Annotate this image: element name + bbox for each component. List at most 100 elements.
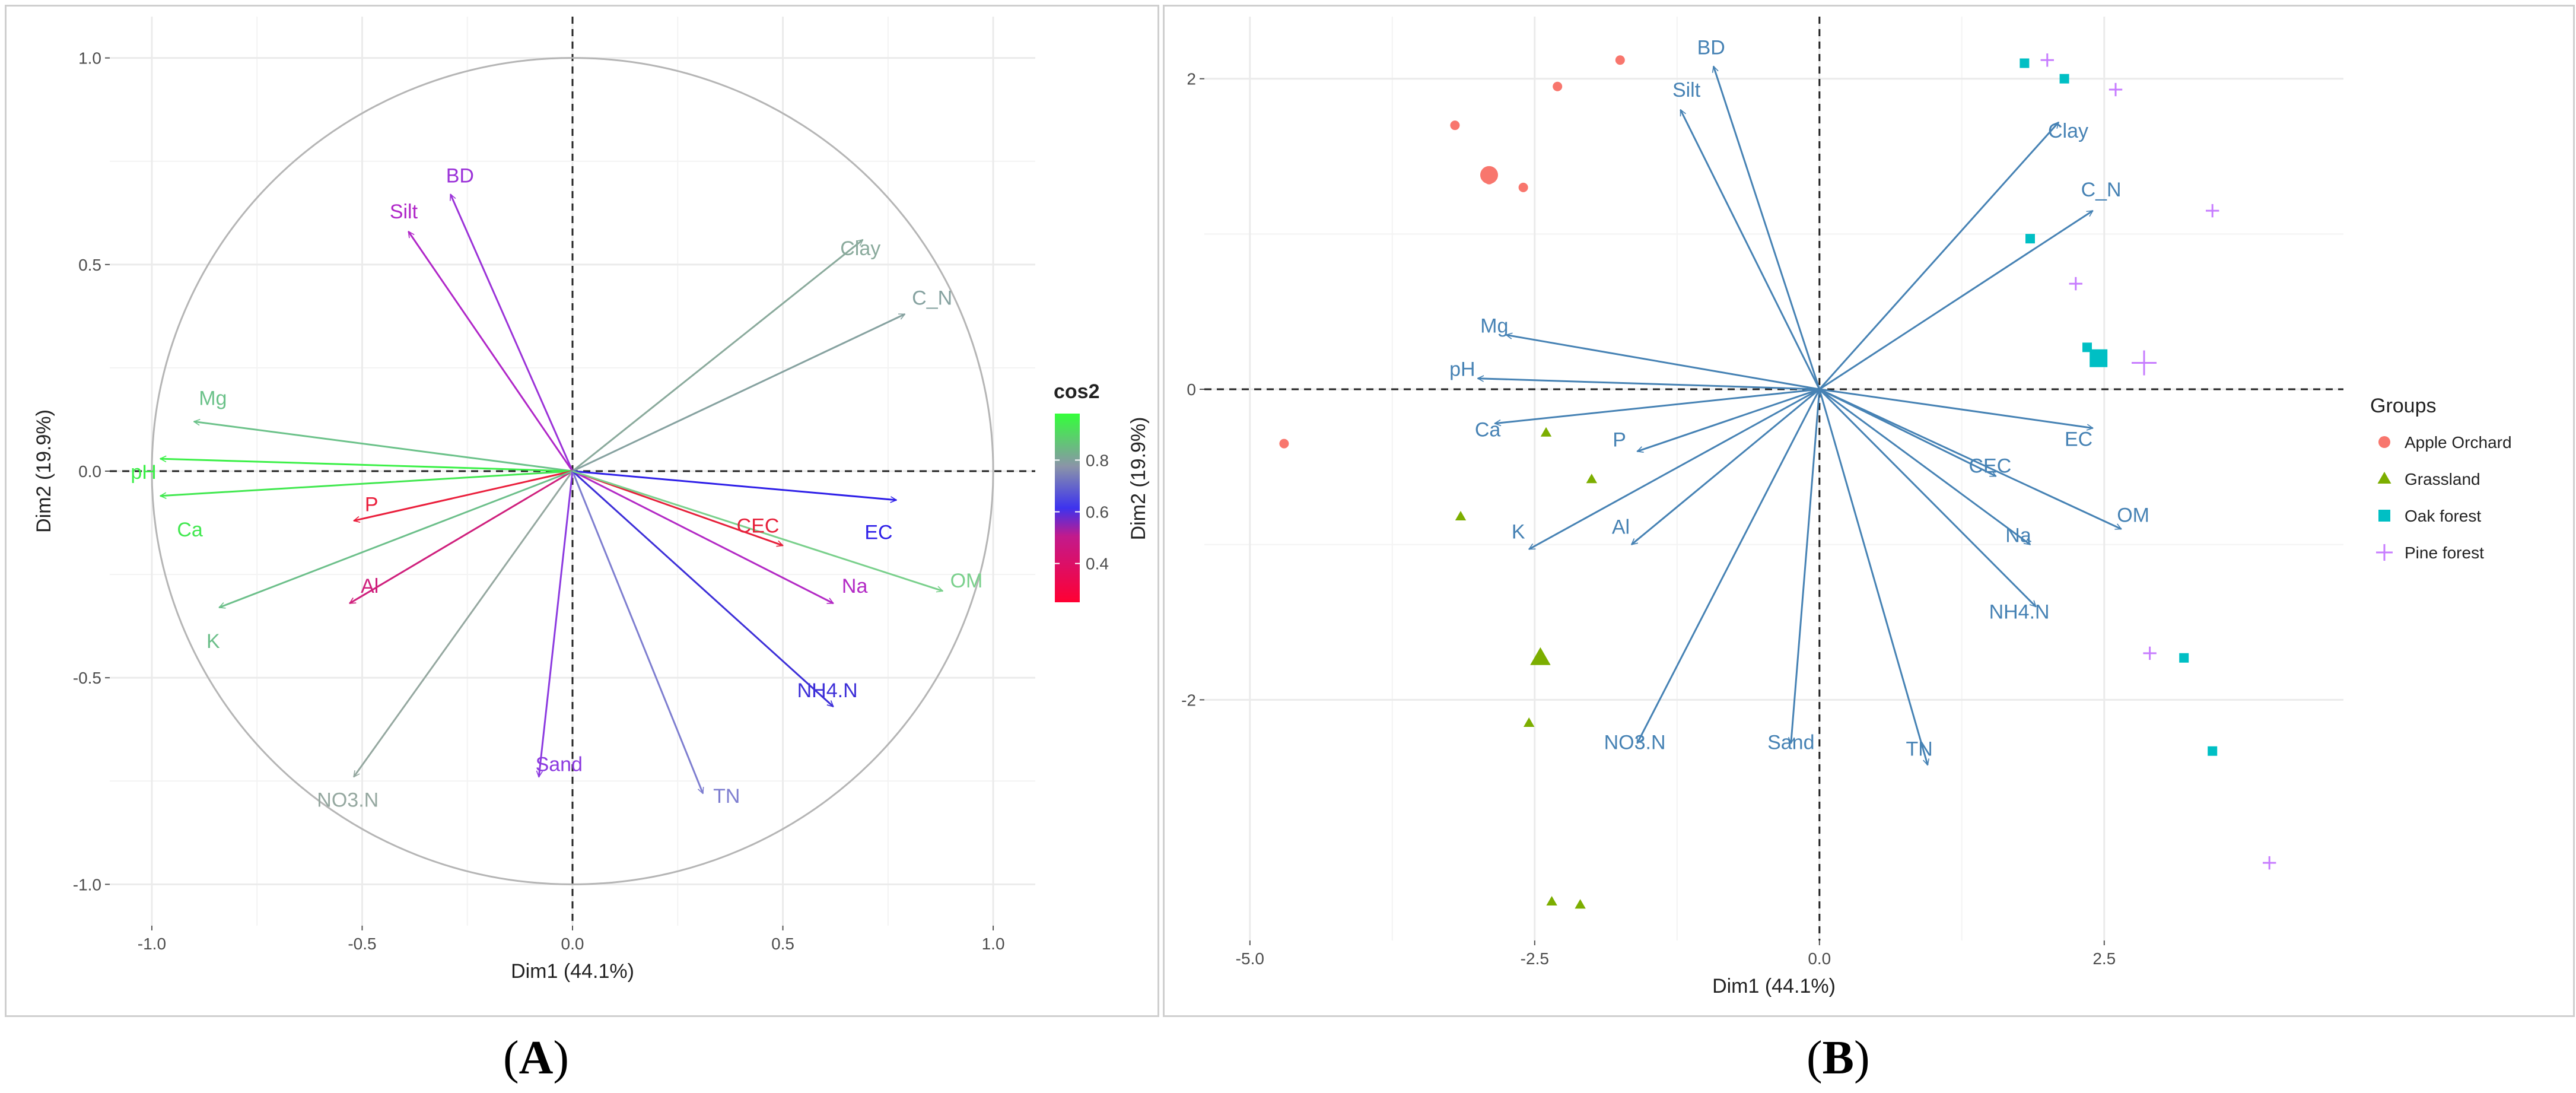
cos2-colorbar bbox=[1055, 414, 1080, 602]
point-square bbox=[2020, 58, 2030, 68]
point-circle bbox=[1518, 182, 1528, 192]
point-triangle bbox=[1575, 899, 1586, 909]
variable-label: OM bbox=[950, 570, 983, 592]
panel-b-x-tick-label: -5.0 bbox=[1236, 949, 1264, 968]
variable-label: Mg bbox=[199, 387, 227, 409]
variable-arrow-tn bbox=[571, 471, 703, 793]
variable-arrow-cec bbox=[572, 470, 783, 545]
variable-label: pH bbox=[131, 461, 156, 484]
variable-arrow-p bbox=[354, 470, 573, 521]
variable-label: Silt bbox=[390, 201, 418, 223]
panel-a-x-tick-label: 0.5 bbox=[771, 935, 794, 953]
point-plus bbox=[2206, 204, 2219, 218]
legend-key-plus bbox=[2376, 544, 2393, 561]
panel-a-x-axis-title: Dim1 (44.1%) bbox=[511, 960, 634, 983]
point-circle bbox=[1615, 55, 1625, 65]
variable-label: K bbox=[206, 630, 220, 653]
biplot-variable-label: K bbox=[1512, 521, 1525, 544]
biplot-variable-label: Mg bbox=[1480, 314, 1508, 337]
panel-b-y-tick-label: 2 bbox=[1187, 70, 1196, 88]
panel-b-y-tick-label: -2 bbox=[1181, 691, 1196, 709]
point-circle bbox=[1279, 439, 1289, 449]
panel-a-y-axis-title: Dim2 (19.9%) bbox=[33, 409, 55, 533]
biplot-arrow-nh4-n bbox=[1818, 388, 2036, 606]
groups-legend-title: Groups bbox=[2370, 395, 2437, 417]
centroid-circle bbox=[1480, 166, 1498, 184]
variable-arrow-clay bbox=[572, 239, 863, 472]
point-triangle bbox=[1546, 895, 1557, 905]
point-square bbox=[2025, 234, 2035, 244]
biplot-variable-label: CEC bbox=[1969, 455, 2012, 478]
legend-key-triangle bbox=[2377, 472, 2391, 484]
variable-arrow-mg bbox=[194, 421, 573, 472]
point-plus bbox=[2069, 277, 2082, 291]
biplot-variable-label: EC bbox=[2065, 428, 2092, 450]
panel-label-a: (A) bbox=[503, 1032, 570, 1084]
cos2-tick-label: 0.4 bbox=[1086, 555, 1109, 573]
variable-arrow-al bbox=[349, 470, 573, 605]
cos2-tick-label: 0.6 bbox=[1086, 503, 1109, 522]
variable-label: NO3.N bbox=[317, 789, 379, 811]
panel-b-x-axis-title: Dim1 (44.1%) bbox=[1712, 975, 1836, 997]
groups-legend-label: Apple Orchard bbox=[2405, 433, 2512, 452]
point-triangle bbox=[1524, 717, 1535, 727]
biplot-arrow-om bbox=[1819, 388, 2122, 530]
panel-a-x-tick-label: 1.0 bbox=[982, 935, 1005, 953]
point-triangle bbox=[1586, 474, 1597, 484]
biplot-arrow-p bbox=[1637, 388, 1820, 452]
biplot-arrow-clay bbox=[1818, 122, 2059, 390]
biplot-variable-label: BD bbox=[1697, 37, 1725, 59]
biplot-variable-label: NH4.N bbox=[1989, 600, 2050, 623]
cos2-tick-label: 0.8 bbox=[1086, 451, 1109, 469]
point-plus bbox=[2108, 82, 2123, 97]
point-square bbox=[2059, 74, 2069, 84]
panel-b-y-tick-label: 0 bbox=[1187, 380, 1196, 399]
panel-b-y-axis-title: Dim2 (19.9%) bbox=[1127, 417, 1150, 541]
biplot-variable-label: Na bbox=[2005, 525, 2031, 547]
biplot-variable-label: NO3.N bbox=[1604, 732, 1666, 754]
variable-arrow-ec bbox=[572, 470, 896, 500]
panel-a-y-tick-label: -1.0 bbox=[73, 875, 101, 894]
variable-label: P bbox=[365, 494, 379, 516]
point-square bbox=[2179, 653, 2189, 663]
panel-b-x-tick-label: 2.5 bbox=[2092, 949, 2116, 968]
biplot-variable-label: Ca bbox=[1475, 419, 1501, 441]
biplot-arrow-k bbox=[1529, 388, 1820, 550]
variable-arrow-bd bbox=[449, 194, 574, 472]
point-triangle bbox=[1540, 427, 1552, 437]
variable-arrow-ph bbox=[160, 459, 573, 472]
panel-b-x-tick-label: -2.5 bbox=[1521, 949, 1549, 968]
point-triangle bbox=[1455, 511, 1467, 521]
variable-arrow-c_n bbox=[572, 313, 905, 472]
legend-key-circle bbox=[2378, 436, 2390, 448]
point-plus bbox=[2143, 646, 2157, 660]
panel-a-x-tick-label: -1.0 bbox=[138, 935, 166, 953]
biplot-arrow-al bbox=[1632, 388, 1820, 545]
point-circle bbox=[1450, 120, 1460, 131]
biplot-arrow-bd bbox=[1713, 66, 1821, 390]
panel-b-x-tick-label: 0.0 bbox=[1808, 949, 1831, 968]
biplot-variable-label: pH bbox=[1449, 358, 1475, 381]
panel-a-x-tick-label: -0.5 bbox=[348, 935, 376, 953]
correlation-circle bbox=[151, 57, 994, 885]
cos2-legend-title: cos2 bbox=[1054, 380, 1100, 403]
variable-label: Ca bbox=[177, 519, 203, 541]
panel-a-y-tick-label: 1.0 bbox=[78, 49, 101, 68]
biplot-arrow-na bbox=[1818, 388, 2030, 545]
variable-label: EC bbox=[864, 522, 892, 544]
legend-key-square bbox=[2378, 510, 2390, 522]
panel-a-x-tick-label: 0.0 bbox=[561, 935, 584, 953]
panel-a-chart: -1.0 -0.5 0.0 0.5 1.0 -1.0 -0.5 0.0 0.5 1.0 Dim1 (… bbox=[33, 17, 1109, 983]
biplot-variable-label: TN bbox=[1906, 738, 1933, 760]
biplot-arrow-ec bbox=[1819, 388, 2093, 428]
biplot-variable-label: OM bbox=[2117, 504, 2149, 527]
centroid-triangle bbox=[1530, 647, 1551, 665]
biplot-arrow-tn bbox=[1818, 389, 1928, 765]
point-plus bbox=[2040, 53, 2054, 67]
variable-label: Clay bbox=[840, 237, 880, 260]
variable-label: Sand bbox=[536, 753, 583, 776]
panel-a-y-tick-label: 0.5 bbox=[78, 256, 101, 274]
variable-label: BD bbox=[446, 164, 474, 187]
panel-b-chart: -5.0 -2.5 0.0 2.5 -2 0 2 Dim1 (44.1%) Dim2 (19.9… bbox=[1127, 17, 2512, 997]
